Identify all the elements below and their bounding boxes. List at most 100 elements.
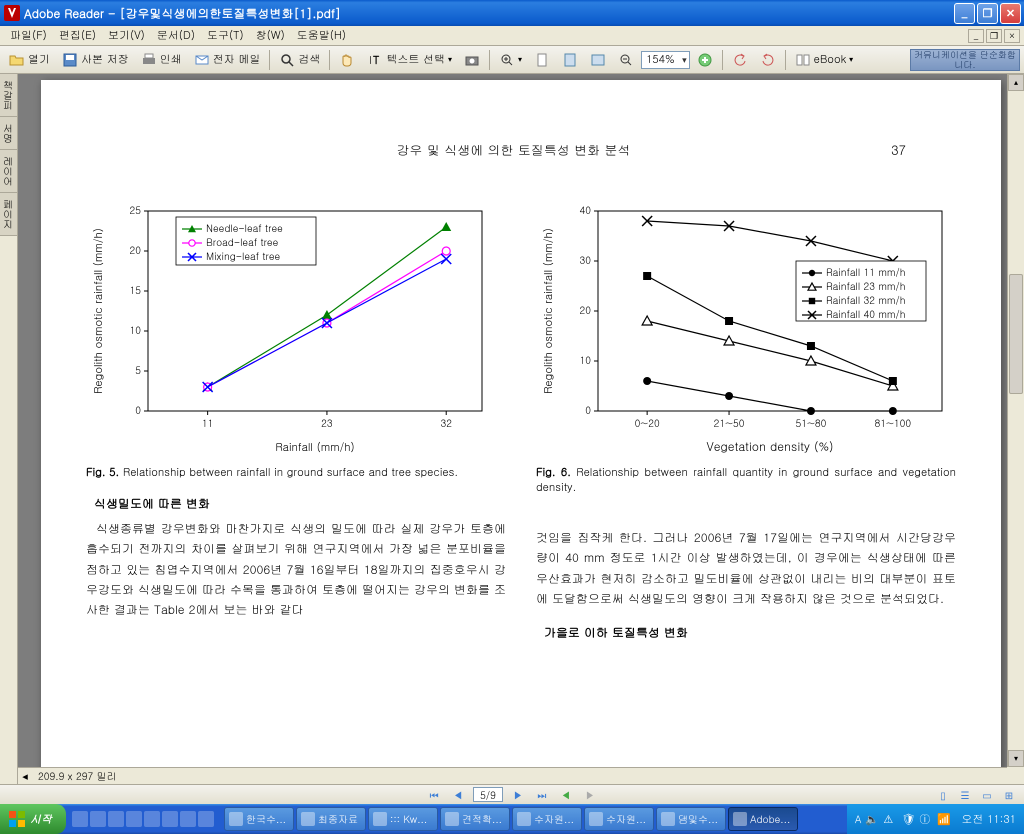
task-icon	[301, 812, 315, 826]
rotate-cw-button[interactable]	[755, 49, 781, 71]
sidebar-tab-bookmarks[interactable]: 책갈피	[0, 74, 17, 117]
quick-launch-item[interactable]	[108, 811, 124, 827]
menu-document[interactable]: 문서(D)	[151, 26, 201, 45]
menubar: 파일(F) 편집(E) 보기(V) 문서(D) 도구(T) 창(W) 도움말(H…	[0, 26, 1024, 46]
scroll-up-button[interactable]: ▴	[1008, 74, 1024, 91]
quick-launch-item[interactable]	[198, 811, 214, 827]
search-button[interactable]: 검색	[274, 49, 325, 71]
forward-button[interactable]: ▶	[581, 787, 599, 803]
facing-icon[interactable]: ▭	[978, 787, 996, 803]
prev-page-button[interactable]: ◀	[449, 787, 467, 803]
minimize-button[interactable]: _	[954, 3, 975, 24]
single-page-icon[interactable]: ▯	[934, 787, 952, 803]
svg-text:32: 32	[440, 416, 452, 430]
svg-text:10: 10	[130, 323, 142, 337]
clock[interactable]: 오전 11:31	[955, 812, 1016, 827]
adobe-ad[interactable]: 커뮤니케이션을 단순화합니다.	[910, 49, 1020, 71]
task-icon	[517, 812, 531, 826]
first-page-button[interactable]: ⏮	[425, 787, 443, 803]
taskbar-task[interactable]: 한국수...	[224, 807, 294, 831]
last-page-button[interactable]: ⏭	[533, 787, 551, 803]
zoom-out-icon	[618, 52, 634, 68]
print-button[interactable]: 인쇄	[136, 49, 187, 71]
tray-lang-icon[interactable]: A	[855, 812, 861, 826]
taskbar-tasks: 한국수...최종자료::: Kw... 견적확... 수자원... 수자원... 댐및수…	[220, 807, 847, 831]
taskbar-task[interactable]: 견적확...	[440, 807, 510, 831]
menu-view[interactable]: 보기(V)	[102, 26, 151, 45]
sidebar-tab-signatures[interactable]: 서명	[0, 117, 17, 150]
open-button[interactable]: 열기	[4, 49, 55, 71]
save-copy-button[interactable]: 사본 저장	[57, 49, 134, 71]
continuous-icon[interactable]: ☰	[956, 787, 974, 803]
tray-icon[interactable]: 🛡	[901, 812, 915, 826]
menu-tools[interactable]: 도구(T)	[201, 26, 250, 45]
svg-text:81~100: 81~100	[875, 416, 912, 430]
hand-tool-button[interactable]	[334, 49, 360, 71]
svg-text:Rainfall 32 mm/h: Rainfall 32 mm/h	[826, 293, 905, 307]
section-heading-left: 식생밀도에 따른 변화	[94, 494, 506, 514]
taskbar-task[interactable]: 최종자료	[296, 807, 366, 831]
quick-launch-item[interactable]	[180, 811, 196, 827]
fit-width-button[interactable]	[585, 49, 611, 71]
taskbar-task[interactable]: 댐및수...	[656, 807, 726, 831]
actual-size-button[interactable]	[529, 49, 555, 71]
email-button[interactable]: 전자 메일	[189, 49, 266, 71]
snapshot-button[interactable]	[459, 49, 485, 71]
menu-window[interactable]: 창(W)	[250, 26, 291, 45]
taskbar-task[interactable]: ::: Kw...	[368, 807, 438, 831]
doc-restore-button[interactable]: ❐	[986, 29, 1002, 43]
page-navbar: ⏮ ◀ 5/9 ▶ ⏭ ◀ ▶ ▯ ☰ ▭ ⊞	[0, 784, 1024, 804]
horizontal-scrollbar[interactable]: ◂ 209.9 x 297 밀리	[18, 767, 1007, 784]
task-label: ::: Kw...	[390, 812, 427, 826]
menu-edit[interactable]: 편집(E)	[53, 26, 102, 45]
sidebar-tab-pages[interactable]: 페이지	[0, 193, 17, 236]
zoom-combo[interactable]: 154%	[641, 51, 690, 69]
svg-text:51~80: 51~80	[796, 416, 827, 430]
tray-icon[interactable]: 📶	[937, 812, 951, 826]
tray-icon[interactable]: ⚠	[883, 812, 897, 826]
taskbar-task[interactable]: 수자원...	[512, 807, 582, 831]
doc-close-button[interactable]: ×	[1004, 29, 1020, 43]
scroll-down-button[interactable]: ▾	[1008, 750, 1024, 767]
vertical-scrollbar[interactable]: ▴ ▾	[1007, 74, 1024, 767]
next-page-button[interactable]: ▶	[509, 787, 527, 803]
quick-launch-item[interactable]	[144, 811, 160, 827]
doc-minimize-button[interactable]: _	[968, 29, 984, 43]
svg-text:20: 20	[130, 243, 142, 257]
menu-file[interactable]: 파일(F)	[4, 26, 53, 45]
quick-launch-item[interactable]	[126, 811, 142, 827]
quick-launch-item[interactable]	[72, 811, 88, 827]
tray-icon[interactable]: ⓘ	[919, 812, 933, 826]
scroll-thumb[interactable]	[1009, 274, 1023, 394]
svg-text:5: 5	[135, 363, 141, 377]
task-label: 수자원...	[534, 812, 574, 826]
zoom-plus-button[interactable]	[692, 49, 718, 71]
maximize-button[interactable]: ❐	[977, 3, 998, 24]
sidebar-tab-layers[interactable]: 레이어	[0, 150, 17, 193]
ebook-button[interactable]: eBook ▾	[790, 49, 859, 71]
close-button[interactable]: ✕	[1000, 3, 1021, 24]
svg-text:Rainfall 40 mm/h: Rainfall 40 mm/h	[826, 307, 905, 321]
menu-help[interactable]: 도움말(H)	[291, 26, 352, 45]
back-button[interactable]: ◀	[557, 787, 575, 803]
quick-launch-item[interactable]	[90, 811, 106, 827]
zoom-out-button[interactable]	[613, 49, 639, 71]
zoom-in-button[interactable]: ▾	[494, 49, 527, 71]
window-title: Adobe Reader - [강우및식생에의한토질특성변화[1].pdf]	[24, 5, 341, 22]
svg-text:Vegetation density (%): Vegetation density (%)	[707, 438, 834, 455]
tray-icon[interactable]: 🔈	[865, 812, 879, 826]
task-label: 수자원...	[606, 812, 646, 826]
continuous-facing-icon[interactable]: ⊞	[1000, 787, 1018, 803]
save-icon	[62, 52, 78, 68]
start-button[interactable]: 시작	[0, 804, 66, 834]
rotate-ccw-button[interactable]	[727, 49, 753, 71]
zoom-value: 154%	[646, 52, 675, 67]
select-text-button[interactable]: IT 텍스트 선택 ▾	[362, 49, 457, 71]
taskbar-task[interactable]: Adobe...	[728, 807, 798, 831]
fit-page-button[interactable]	[557, 49, 583, 71]
page-indicator[interactable]: 5/9	[473, 787, 503, 802]
taskbar-task[interactable]: 수자원...	[584, 807, 654, 831]
task-icon	[589, 812, 603, 826]
separator	[785, 50, 786, 70]
quick-launch-item[interactable]	[162, 811, 178, 827]
